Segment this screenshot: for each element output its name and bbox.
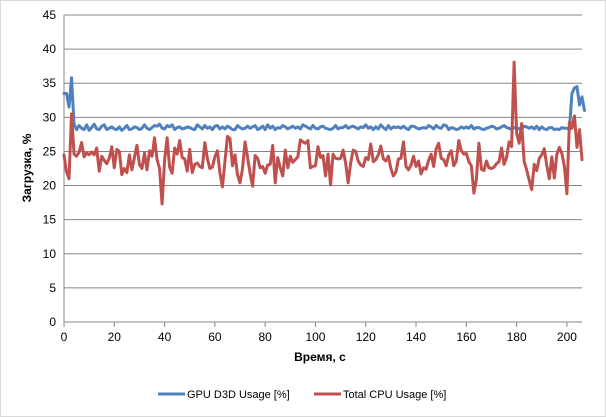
y-tick-label: 5	[49, 281, 56, 295]
y-tick-label: 10	[43, 247, 57, 261]
legend: GPU D3D Usage [%] Total CPU Usage [%]	[158, 389, 446, 401]
x-tick-label: 120	[356, 330, 376, 344]
grid-lines	[64, 14, 582, 289]
y-tick-label: 45	[43, 8, 57, 22]
x-tick-label: 180	[507, 330, 527, 344]
y-tick-label: 35	[43, 76, 57, 90]
x-tick-label: 100	[305, 330, 325, 344]
y-tick-label: 15	[43, 213, 57, 227]
y-tick-label: 30	[43, 110, 57, 124]
series-lines	[62, 60, 587, 206]
series-line-gpu	[62, 76, 587, 132]
x-tick-label: 40	[158, 330, 172, 344]
y-tick-label: 0	[49, 315, 56, 329]
y-tick-label: 40	[43, 42, 57, 56]
legend-label: Total CPU Usage [%]	[343, 389, 446, 401]
x-tick-label: 160	[456, 330, 476, 344]
y-axis-title: Загрузка, %	[20, 133, 34, 202]
axes	[63, 15, 582, 327]
x-tick-label: 80	[258, 330, 272, 344]
x-tick-label: 60	[208, 330, 222, 344]
legend-label: GPU D3D Usage [%]	[187, 389, 290, 401]
y-tick-label: 20	[43, 179, 57, 193]
y-tick-label: 25	[43, 144, 57, 158]
series-line-cpu	[62, 60, 584, 206]
x-tick-label: 20	[108, 330, 122, 344]
tick-labels: 0 5 10 15 20 25 30 35 40 45 0 20 40 60 80 100 120 140 160 1…	[43, 8, 578, 344]
x-tick-label: 200	[557, 330, 577, 344]
x-axis-title: Время, с	[294, 350, 346, 364]
x-tick-label: 140	[406, 330, 426, 344]
x-tick-label: 0	[61, 330, 68, 344]
